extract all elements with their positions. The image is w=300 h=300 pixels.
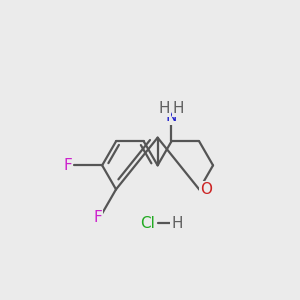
Text: O: O bbox=[200, 182, 212, 197]
Text: F: F bbox=[94, 210, 103, 225]
Text: H: H bbox=[159, 101, 170, 116]
Text: N: N bbox=[166, 109, 177, 124]
Text: H: H bbox=[171, 216, 183, 231]
Text: Cl: Cl bbox=[140, 216, 155, 231]
Text: H: H bbox=[172, 101, 184, 116]
Text: F: F bbox=[64, 158, 73, 173]
